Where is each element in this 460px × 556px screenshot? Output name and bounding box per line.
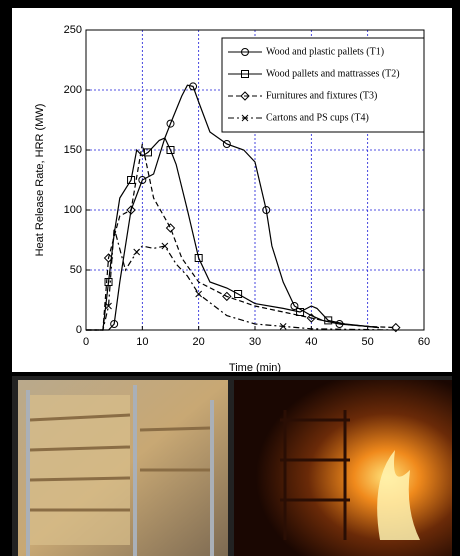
y-tick-label: 250 bbox=[64, 24, 82, 36]
legend-label: Wood and plastic pallets (T1) bbox=[266, 46, 384, 57]
y-tick-label: 100 bbox=[64, 204, 82, 216]
legend-label: Cartons and PS cups (T4) bbox=[266, 112, 369, 123]
marker bbox=[166, 119, 175, 128]
marker bbox=[324, 316, 333, 325]
marker bbox=[290, 302, 299, 310]
marker bbox=[234, 290, 243, 298]
x-tick-label: 60 bbox=[418, 336, 430, 348]
marker bbox=[105, 302, 112, 310]
marker bbox=[222, 291, 232, 302]
y-axis-label: Heat Release Rate, HRR (MW) bbox=[34, 104, 46, 257]
legend-label: Wood pallets and mattrasses (T2) bbox=[266, 68, 400, 79]
marker bbox=[306, 313, 317, 323]
marker bbox=[133, 248, 141, 256]
y-tick-label: 50 bbox=[70, 264, 82, 276]
marker bbox=[391, 322, 401, 333]
marker bbox=[262, 206, 271, 214]
legend-label: Furnitures and fixtures (T3) bbox=[266, 90, 377, 101]
marker bbox=[194, 254, 203, 262]
marker bbox=[241, 48, 249, 56]
x-tick-label: 10 bbox=[136, 336, 148, 348]
marker bbox=[241, 114, 249, 122]
marker bbox=[127, 176, 136, 184]
y-tick-label: 0 bbox=[76, 324, 82, 336]
x-tick-label: 30 bbox=[249, 336, 261, 348]
series-line bbox=[86, 84, 379, 331]
y-tick-label: 200 bbox=[64, 84, 82, 96]
marker bbox=[161, 242, 169, 250]
photo-fire bbox=[234, 380, 452, 556]
x-tick-label: 0 bbox=[83, 336, 89, 348]
marker bbox=[279, 323, 287, 330]
marker bbox=[195, 290, 203, 298]
marker bbox=[104, 278, 113, 286]
marker bbox=[222, 140, 231, 148]
marker bbox=[103, 253, 114, 263]
marker bbox=[296, 308, 305, 316]
marker bbox=[189, 82, 198, 91]
series-line bbox=[86, 137, 379, 331]
x-axis-label: Time (min) bbox=[229, 362, 281, 374]
marker bbox=[166, 146, 175, 154]
marker bbox=[126, 205, 136, 215]
x-tick-label: 40 bbox=[305, 336, 317, 348]
marker bbox=[138, 176, 147, 184]
photo-warehouse bbox=[18, 380, 228, 556]
x-tick-label: 20 bbox=[193, 336, 205, 348]
plot-frame bbox=[85, 29, 425, 331]
marker bbox=[241, 70, 249, 78]
x-tick-label: 50 bbox=[362, 336, 374, 348]
marker bbox=[110, 320, 119, 328]
y-tick-label: 150 bbox=[64, 144, 82, 156]
marker bbox=[165, 223, 176, 233]
legend-box bbox=[221, 37, 425, 133]
marker bbox=[240, 91, 250, 101]
